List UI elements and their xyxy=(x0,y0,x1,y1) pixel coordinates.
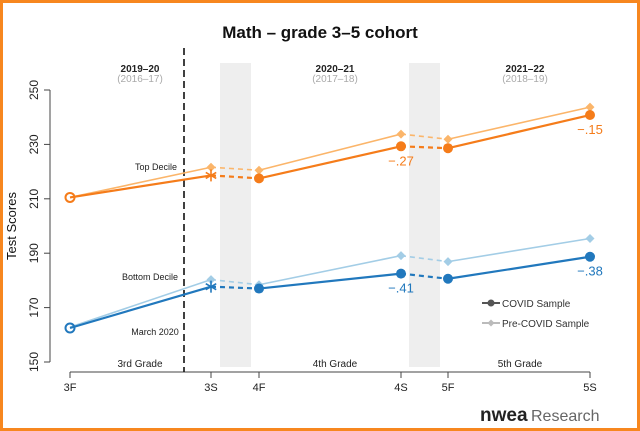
series-segment xyxy=(258,254,402,286)
data-point xyxy=(585,110,595,121)
data-point xyxy=(64,191,76,203)
y-tick-label: 150 xyxy=(27,352,41,372)
y-tick-label: 250 xyxy=(27,80,41,100)
series-segment xyxy=(258,133,402,172)
series-segment xyxy=(447,237,591,263)
series-segment xyxy=(258,145,402,180)
logo-research: Research xyxy=(531,408,599,425)
school-year-label: 2020–21 xyxy=(316,64,355,75)
series-segment xyxy=(69,278,212,328)
effect-size-label: −.41 xyxy=(388,281,414,296)
effect-size-label: −.38 xyxy=(577,264,603,279)
summer-band xyxy=(409,63,440,367)
series-segment xyxy=(210,285,260,290)
series-segment xyxy=(400,145,449,150)
data-point xyxy=(443,257,453,267)
event-label: March 2020 xyxy=(131,327,179,337)
data-point xyxy=(396,129,406,139)
legend-label: Pre-COVID Sample xyxy=(502,319,590,330)
data-point xyxy=(396,268,406,279)
x-tick-label: 5F xyxy=(442,382,455,394)
series-segment xyxy=(69,174,212,199)
data-point xyxy=(585,234,595,244)
series-segment xyxy=(210,166,260,172)
bottom-decile-label: Bottom Decile xyxy=(122,272,178,282)
grade-label: 3rd Grade xyxy=(117,359,162,370)
series-segment xyxy=(210,278,260,286)
data-point xyxy=(64,322,76,334)
school-year-sub: (2016–17) xyxy=(117,74,163,85)
y-tick-label: 210 xyxy=(27,188,41,208)
data-point xyxy=(585,102,595,112)
data-point xyxy=(585,251,595,262)
legend-label: COVID Sample xyxy=(502,299,571,310)
grade-label: 4th Grade xyxy=(313,359,358,370)
data-point xyxy=(254,173,264,184)
legend-marker xyxy=(487,299,495,307)
data-point xyxy=(206,275,216,285)
x-tick-label: 4S xyxy=(394,382,407,394)
series-segment xyxy=(400,272,449,280)
x-tick-label: 3S xyxy=(204,382,217,394)
series-segment xyxy=(447,255,591,280)
school-year-sub: (2018–19) xyxy=(502,74,548,85)
top-decile-label: Top Decile xyxy=(135,162,177,172)
legend-marker xyxy=(487,319,495,327)
nwea-logo: nwea xyxy=(480,405,528,426)
series-segment xyxy=(447,113,591,150)
grade-label: 5th Grade xyxy=(498,359,543,370)
series-segment xyxy=(69,166,212,199)
series-segment xyxy=(447,106,591,141)
x-tick-label: 4F xyxy=(253,382,266,394)
data-point xyxy=(206,162,216,172)
chart-title: Math – grade 3–5 cohort xyxy=(222,23,418,42)
school-year-label: 2019–20 xyxy=(121,64,160,75)
series-segment xyxy=(400,254,449,263)
series-segment xyxy=(258,272,402,290)
y-tick-label: 190 xyxy=(27,243,41,263)
x-tick-label: 3F xyxy=(64,382,77,394)
series-segment xyxy=(210,174,260,180)
y-tick-label: 170 xyxy=(27,297,41,317)
data-point xyxy=(254,283,264,294)
data-point xyxy=(396,141,406,152)
school-year-sub: (2017–18) xyxy=(312,74,358,85)
data-point xyxy=(443,273,453,284)
asterisk-marker xyxy=(205,171,217,180)
school-year-label: 2021–22 xyxy=(506,64,545,75)
series-segment xyxy=(69,285,212,330)
data-point xyxy=(254,165,264,175)
y-axis-label: Test Scores xyxy=(4,192,19,260)
series-segment xyxy=(400,133,449,141)
summer-band xyxy=(220,63,251,367)
effect-size-label: −.15 xyxy=(577,122,603,137)
data-point xyxy=(443,143,453,154)
effect-size-label: −.27 xyxy=(388,153,414,168)
data-point xyxy=(443,134,453,144)
y-tick-label: 230 xyxy=(27,134,41,154)
x-tick-label: 5S xyxy=(583,382,596,394)
asterisk-marker xyxy=(205,282,217,291)
data-point xyxy=(396,251,406,261)
